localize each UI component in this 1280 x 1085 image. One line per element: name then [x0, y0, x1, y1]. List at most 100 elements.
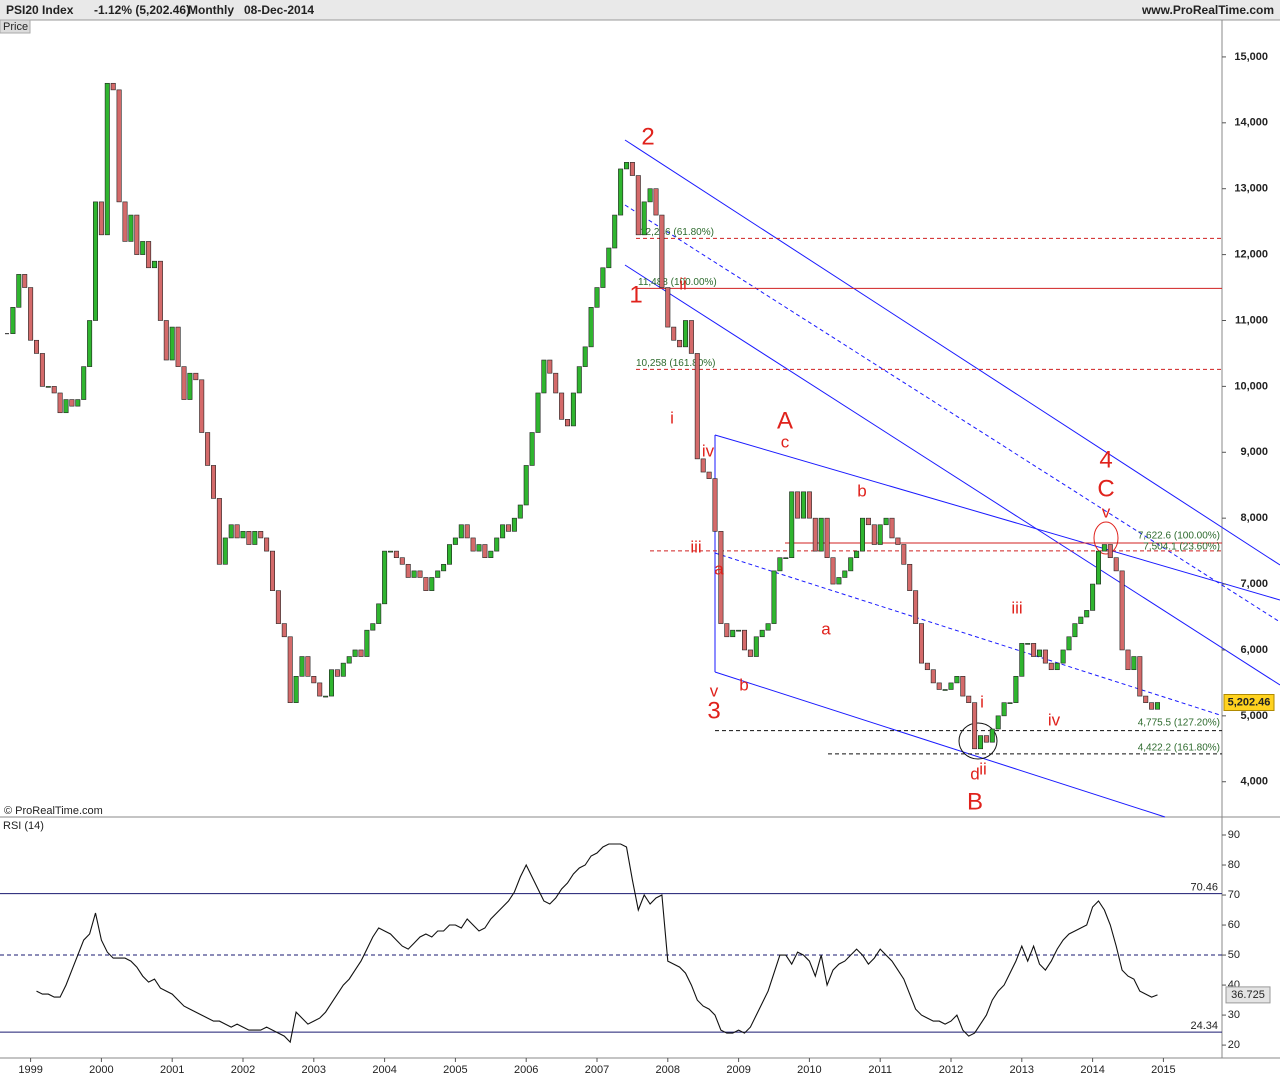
candle [222, 537, 228, 565]
y-tick-label: 13,000 [1234, 183, 1268, 195]
candle [582, 346, 588, 367]
candle [706, 471, 712, 479]
level-label: 24.34 [1190, 1020, 1218, 1032]
candle [736, 629, 742, 632]
candle [458, 524, 464, 539]
candle [1131, 656, 1137, 671]
wave-label: a [821, 619, 831, 638]
y-tick-label: 9,000 [1240, 446, 1268, 458]
candle [1054, 662, 1060, 671]
wave-label: 1 [629, 281, 642, 308]
candle [529, 432, 535, 466]
x-tick-label: 2014 [1080, 1064, 1104, 1076]
candle [806, 491, 812, 519]
candle [75, 399, 81, 407]
candle [33, 339, 39, 354]
candle [1048, 662, 1054, 671]
candle [854, 550, 860, 559]
highlight-circle [958, 722, 998, 760]
candle [376, 603, 382, 624]
wave-label: v [710, 681, 719, 700]
candle [842, 570, 848, 578]
x-tick-label: 2000 [89, 1064, 113, 1076]
candle [848, 557, 854, 572]
candle [216, 498, 222, 565]
candle [411, 570, 417, 578]
candle [718, 531, 724, 624]
x-tick-label: 2001 [160, 1064, 184, 1076]
candle [234, 524, 240, 539]
candle [1001, 702, 1007, 717]
candle [293, 676, 299, 703]
candle [205, 432, 211, 466]
candle [547, 359, 553, 374]
candle [122, 201, 128, 242]
candle [576, 366, 582, 394]
y-tick-label: 5,000 [1240, 710, 1268, 722]
candle [22, 274, 28, 288]
trend-line [624, 264, 1280, 686]
candle [570, 392, 576, 427]
candle [87, 320, 93, 367]
y-tick-label: 80 [1228, 859, 1240, 871]
y-tick-label: 90 [1228, 829, 1240, 841]
y-tick-label: 20 [1228, 1039, 1240, 1051]
candle [594, 287, 600, 308]
candle [500, 524, 506, 539]
candle [187, 372, 193, 400]
candle [741, 629, 747, 651]
x-tick-label: 2009 [726, 1064, 750, 1076]
candle [824, 517, 830, 559]
candle [606, 247, 612, 269]
candle [299, 656, 305, 677]
fib-label: 10,258 (161.80%) [636, 358, 716, 369]
candle [370, 623, 376, 631]
candle [352, 649, 358, 657]
candle [435, 570, 441, 578]
trend-line [714, 671, 1166, 818]
candle [157, 260, 163, 321]
candle [358, 649, 364, 657]
candle [175, 326, 181, 367]
candle [10, 307, 16, 334]
candle [93, 201, 99, 321]
date: 08-Dec-2014 [244, 3, 314, 17]
candle [317, 682, 323, 697]
candle [1155, 702, 1161, 710]
y-tick-label: 70 [1228, 889, 1240, 901]
trend-lines [624, 139, 1280, 818]
candle [269, 550, 275, 591]
x-tick-label: 2007 [585, 1064, 609, 1076]
candle [98, 201, 104, 236]
candle [211, 465, 217, 499]
copyright: © ProRealTime.com [4, 805, 103, 817]
candle [966, 695, 972, 703]
wave-label: a [714, 559, 724, 578]
trend-line [624, 139, 1280, 566]
wave-label: iii [690, 537, 701, 556]
candle [954, 676, 960, 684]
wave-label: B [967, 788, 983, 815]
candle [1149, 702, 1155, 710]
trend-line [624, 204, 1280, 623]
candle [152, 260, 158, 269]
x-tick-label: 2013 [1010, 1064, 1034, 1076]
candle [464, 524, 470, 539]
candle [659, 214, 665, 288]
y-tick-label: 11,000 [1235, 314, 1268, 326]
candle [907, 563, 913, 591]
wave-label: iv [1048, 710, 1061, 729]
candle [977, 735, 983, 750]
candle [541, 359, 547, 394]
candle [181, 366, 187, 400]
candle [323, 695, 329, 698]
y-tick-label: 50 [1228, 949, 1240, 961]
y-tick-label: 30 [1228, 1009, 1240, 1021]
candle [871, 524, 877, 545]
candle [1072, 623, 1078, 638]
y-tick-label: 10,000 [1234, 380, 1268, 392]
candle [1037, 649, 1043, 657]
candle [783, 557, 789, 560]
fib-label: 12,246 (61.80%) [640, 227, 714, 238]
